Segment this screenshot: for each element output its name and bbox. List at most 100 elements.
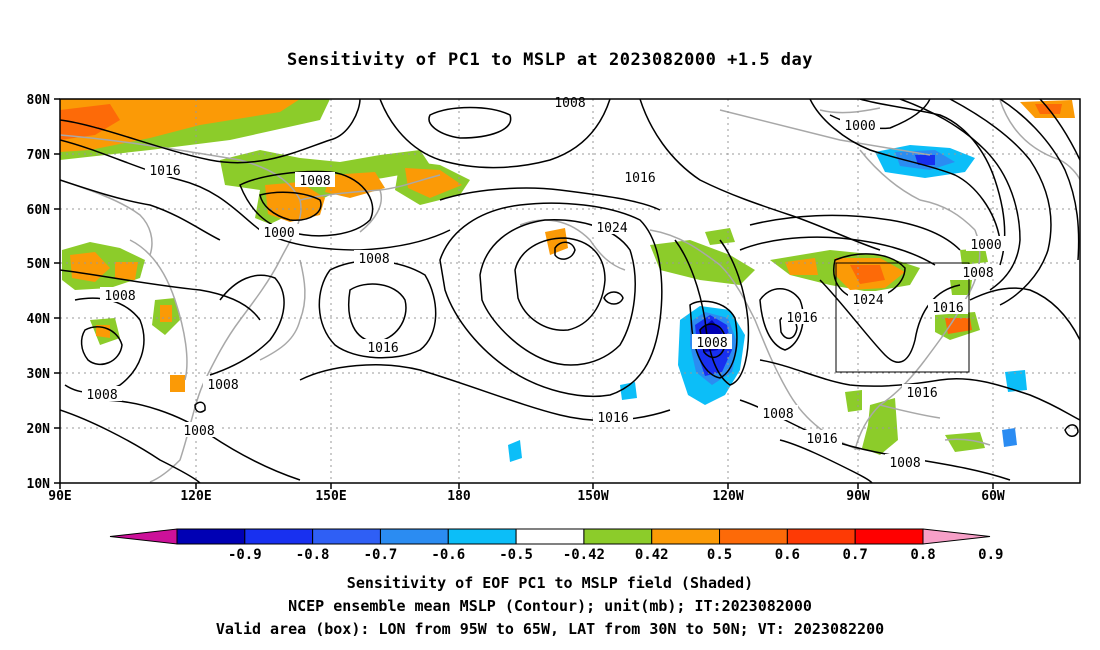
contour-line <box>969 287 1080 341</box>
contour-line <box>749 214 961 251</box>
shade-green <box>960 248 988 265</box>
footer-line-3: Valid area (box): LON from 95W to 65W, L… <box>215 620 885 638</box>
colorbar-segment <box>854 528 924 545</box>
shade-orange <box>160 305 172 322</box>
contour-label: 1008 <box>104 289 135 304</box>
lon-label: 60W <box>981 489 1005 504</box>
colorbar-segment <box>312 528 381 545</box>
coastline <box>60 179 153 256</box>
colorbar-label: 0.5 <box>707 547 732 563</box>
colorbar-segment <box>176 528 246 545</box>
contour-label: 1000 <box>844 119 875 134</box>
contour-line <box>194 401 206 413</box>
contour-line <box>999 99 1080 261</box>
coastline <box>944 438 991 446</box>
colorbar-segment <box>786 528 856 545</box>
lat-label: 40N <box>27 312 51 327</box>
contour-line <box>779 439 873 483</box>
contour-line <box>428 106 512 139</box>
longitude-labels: 90E 120E 150E 180 150W 120W 90W 60W <box>48 489 1005 504</box>
contour-label: 1016 <box>597 411 628 426</box>
shade-green <box>845 390 862 412</box>
contour-line <box>60 269 261 321</box>
colorbar-label: 0.42 <box>635 547 669 563</box>
latitude-labels: 80N 70N 60N 50N 40N 30N 20N 10N <box>27 93 51 492</box>
colorbar-segment <box>651 528 721 545</box>
valid-area-box <box>835 262 970 373</box>
shade-lightblue <box>620 382 637 400</box>
contour-label: 1016 <box>906 386 937 401</box>
shade-orange <box>545 228 568 255</box>
contour-label: 1008 <box>889 456 920 471</box>
shade-orange <box>405 168 462 198</box>
coastline <box>259 259 306 361</box>
shade-orange <box>170 375 185 392</box>
colorbar-label: 0.6 <box>775 547 800 563</box>
coastline <box>129 239 188 381</box>
lat-label: 20N <box>27 422 51 437</box>
lat-label: 50N <box>27 257 51 272</box>
colorbar-label: -0.5 <box>499 547 533 563</box>
contour-line <box>689 300 738 379</box>
lat-label: 80N <box>27 93 51 108</box>
lat-label: 10N <box>27 477 51 492</box>
contour-label: 1016 <box>367 341 398 356</box>
contour-line <box>379 99 611 169</box>
footer-line-2: NCEP ensemble mean MSLP (Contour); unit(… <box>288 597 812 615</box>
shade-green <box>705 228 735 245</box>
contour-line <box>674 239 750 386</box>
colorbar-label: -0.6 <box>431 547 465 563</box>
shade-orange <box>70 252 110 282</box>
contour-label: 1008 <box>299 174 330 189</box>
contour-line <box>949 99 1052 306</box>
contour-label: 1008 <box>696 336 727 351</box>
colorbar-label: 0.9 <box>978 547 1003 563</box>
contour-label: 1016 <box>624 171 655 186</box>
colorbar-label: -0.8 <box>296 547 330 563</box>
colorbar-segment <box>583 528 653 545</box>
contour-label: 1024 <box>852 293 883 308</box>
contour-label: 1000 <box>263 226 294 241</box>
lon-label: 90E <box>48 489 71 504</box>
shade-green <box>945 432 985 452</box>
coastline <box>719 109 931 156</box>
shade-red <box>850 265 885 284</box>
shade-lightblue <box>1002 428 1017 447</box>
coastline <box>299 174 441 201</box>
contour-label-layer: 1016 1008 1000 1008 1008 1016 1008 1008 … <box>86 96 1002 471</box>
contour-line <box>809 99 1001 241</box>
contour-line <box>318 260 437 359</box>
contour-label: 1016 <box>786 311 817 326</box>
contour-line <box>514 237 606 331</box>
contour-line <box>1039 99 1080 161</box>
shade-green <box>950 280 972 295</box>
lon-label: 150W <box>577 489 608 504</box>
lon-label: 120E <box>180 489 211 504</box>
shade-lightblue <box>508 440 522 462</box>
contour-line <box>759 288 804 351</box>
coastline <box>879 404 941 419</box>
shade-orange <box>325 172 385 198</box>
colorbar-segment <box>447 528 517 545</box>
colorbar-segment <box>244 528 314 545</box>
contour-line <box>60 409 201 483</box>
contour-line <box>348 283 407 343</box>
lat-label: 70N <box>27 148 51 163</box>
lat-label: 30N <box>27 367 51 382</box>
lon-label: 120W <box>712 489 743 504</box>
contour-label: 1008 <box>762 407 793 422</box>
colorbar-segment <box>719 528 788 545</box>
shade-orange <box>115 262 138 280</box>
colorbar: -0.9 -0.8 -0.7 -0.6 -0.5 -0.42 0.42 0.5 0.6 0.7 0.… <box>109 528 1003 563</box>
colorbar-segment <box>515 528 585 545</box>
plot-frame <box>59 98 1081 484</box>
lon-label: 150E <box>315 489 346 504</box>
lon-label: 180 <box>447 489 471 504</box>
contour-label: 1008 <box>183 424 214 439</box>
contour-line <box>479 219 636 366</box>
contour-line <box>259 191 322 221</box>
contour-label: 1008 <box>86 388 117 403</box>
colorbar-label: 0.7 <box>843 547 868 563</box>
contour-label: 1016 <box>806 432 837 447</box>
